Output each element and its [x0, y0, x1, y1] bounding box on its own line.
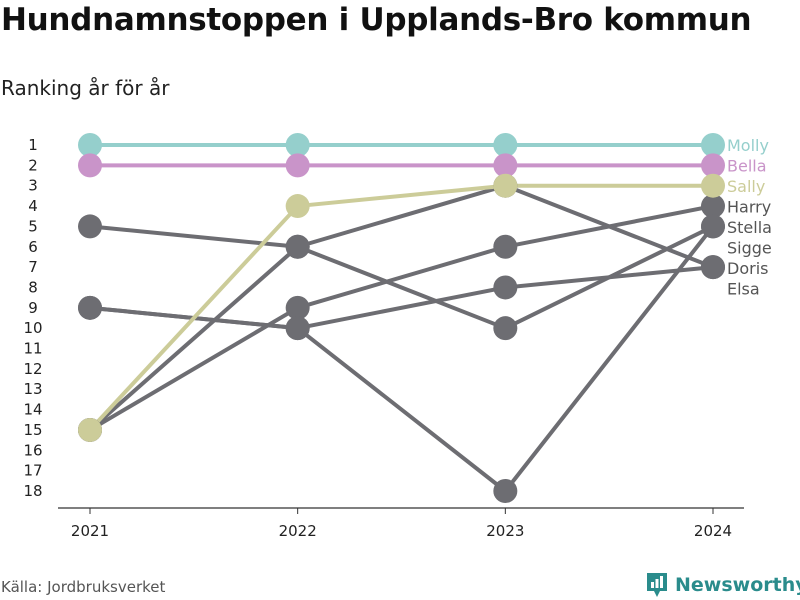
y-tick-label-14: 14 — [23, 401, 42, 419]
series-point-bella-2024 — [701, 153, 725, 178]
y-tick-label-3: 3 — [28, 177, 38, 195]
series-point-harry-2023 — [493, 234, 518, 259]
series-line-elsa — [88, 183, 715, 432]
brand-name: Newsworthy — [675, 574, 800, 596]
y-tick-label-2: 2 — [28, 156, 38, 174]
series-point-sigge-2024 — [701, 214, 725, 239]
series-line-sigge — [88, 224, 715, 493]
series-label-doris: Doris — [727, 259, 768, 278]
newsworthy-logo-icon — [647, 573, 667, 597]
series-label-elsa: Elsa — [727, 280, 760, 299]
series-point-sigge-2023 — [493, 479, 518, 503]
series-point-elsa-2024 — [701, 255, 725, 280]
series-point-harry-2022 — [285, 295, 310, 320]
series-line-sally — [88, 183, 715, 432]
series-point-harry-2024 — [701, 194, 725, 219]
series-label-stella: Stella — [727, 218, 772, 237]
y-tick-label-15: 15 — [23, 421, 42, 439]
series-point-doris-2023 — [493, 275, 518, 300]
series-point-bella-2023 — [493, 153, 518, 178]
y-tick-label-11: 11 — [23, 340, 42, 358]
y-tick-label-9: 9 — [28, 299, 38, 317]
y-tick-label-18: 18 — [23, 482, 42, 500]
chart-title: Hundnamnstoppen i Upplands-Bro kommun — [1, 2, 752, 38]
series-point-sally-2024 — [701, 173, 725, 198]
y-tick-label-1: 1 — [28, 136, 38, 154]
x-tick-label-2023: 2023 — [486, 522, 524, 540]
series-label-sally: Sally — [727, 177, 765, 196]
y-tick-label-10: 10 — [23, 319, 42, 337]
series-point-sally-2023 — [493, 173, 518, 198]
series-label-harry: Harry — [727, 198, 771, 217]
y-tick-label-6: 6 — [28, 238, 38, 256]
series-point-molly-2021 — [78, 133, 102, 157]
y-tick-label-7: 7 — [28, 258, 38, 276]
x-tick-label-2024: 2024 — [694, 522, 732, 540]
series-point-sally-2022 — [285, 194, 310, 219]
series-point-doris-2021 — [78, 295, 102, 320]
y-tick-label-17: 17 — [23, 462, 42, 480]
y-tick-label-5: 5 — [28, 217, 38, 235]
series-point-sally-2021 — [78, 417, 102, 442]
y-tick-label-12: 12 — [23, 360, 42, 378]
series-point-bella-2021 — [78, 153, 102, 178]
series-point-elsa-2022 — [285, 234, 310, 259]
brand: Newsworthy — [645, 570, 800, 600]
chart-subtitle: Ranking år för år — [1, 76, 170, 100]
y-tick-label-4: 4 — [28, 197, 38, 215]
y-tick-label-8: 8 — [28, 278, 38, 296]
series-label-molly: Molly — [727, 136, 769, 155]
series-point-molly-2023 — [493, 133, 518, 157]
series-point-stella-2021 — [78, 214, 102, 239]
source-note: Källa: Jordbruksverket — [1, 578, 166, 596]
series-point-molly-2024 — [701, 133, 725, 157]
series-point-doris-2022 — [285, 316, 310, 341]
series-point-bella-2022 — [285, 153, 310, 178]
y-tick-label-16: 16 — [23, 441, 42, 459]
y-tick-label-13: 13 — [23, 380, 42, 398]
series-point-molly-2022 — [285, 133, 310, 157]
series-label-sigge: Sigge — [727, 239, 772, 258]
x-tick-label-2021: 2021 — [71, 522, 109, 540]
series-label-bella: Bella — [727, 157, 767, 176]
series-point-stella-2023 — [493, 316, 518, 341]
x-tick-label-2022: 2022 — [279, 522, 317, 540]
